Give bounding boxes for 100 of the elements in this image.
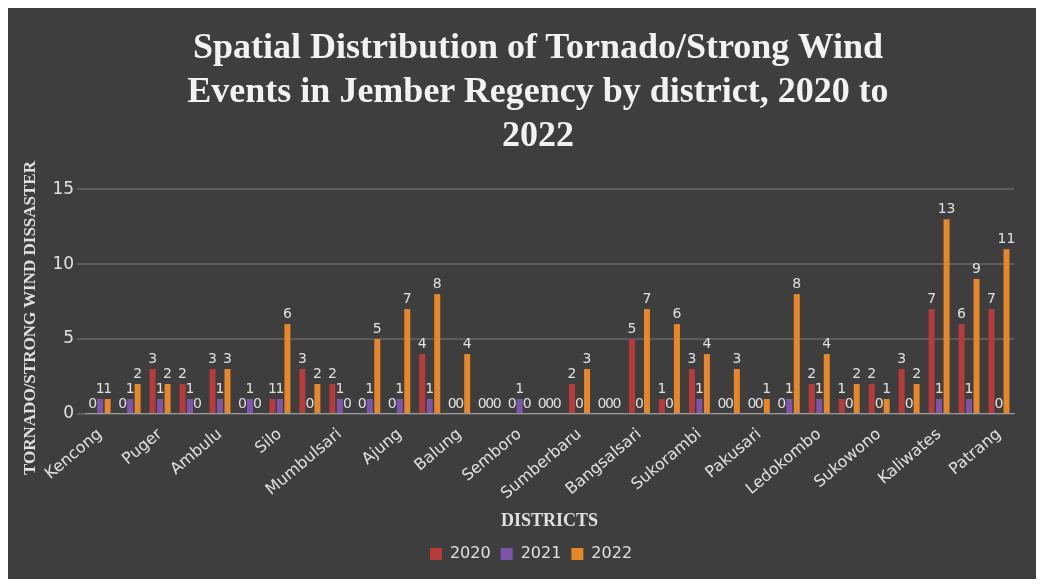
bar (673, 324, 680, 413)
bar (988, 309, 995, 413)
bar (658, 398, 665, 413)
bar (793, 294, 800, 413)
data-label: 1 (275, 379, 285, 396)
bar (179, 384, 186, 413)
data-label: 0 (522, 394, 532, 411)
data-label: 0 (387, 394, 397, 411)
data-label: 0 (994, 394, 1004, 411)
bar (187, 398, 194, 413)
bar (336, 398, 343, 413)
data-label: 1 (515, 379, 525, 396)
data-label: 0 (537, 394, 547, 411)
bar (127, 398, 134, 413)
data-label: 1 (837, 379, 847, 396)
data-label: 0 (717, 394, 727, 411)
bar (314, 384, 321, 413)
bar (164, 384, 171, 413)
data-label: 8 (432, 274, 442, 291)
data-label: 4 (462, 334, 472, 351)
data-label: 2 (327, 364, 337, 381)
data-label: 1 (245, 379, 255, 396)
data-label: 0 (747, 394, 757, 411)
bar (284, 324, 291, 413)
data-label: 1 (155, 379, 165, 396)
data-label: 2 (567, 364, 577, 381)
data-label: 1 (125, 379, 135, 396)
data-label: 2 (133, 364, 143, 381)
bar (958, 324, 965, 413)
data-label: 0 (605, 394, 614, 411)
data-label: 0 (635, 394, 644, 411)
bar (838, 398, 845, 413)
data-label: 1 (657, 379, 667, 396)
data-label: 0 (477, 394, 487, 411)
data-label: 9 (972, 259, 982, 276)
data-label: 5 (372, 319, 382, 336)
bar (733, 369, 740, 413)
data-label: 6 (957, 304, 967, 321)
data-label: 4 (822, 334, 832, 351)
bar (688, 369, 695, 413)
data-label: 3 (897, 349, 907, 366)
data-label: 1 (395, 379, 405, 396)
data-label: 6 (672, 304, 682, 321)
bar (276, 398, 283, 413)
bar (816, 398, 823, 413)
bar (966, 398, 973, 413)
bar (853, 384, 860, 413)
bar (209, 369, 216, 413)
legend-label: 2021 (520, 543, 562, 563)
bar (913, 384, 920, 413)
data-label: 1 (365, 379, 375, 396)
data-label: 8 (792, 274, 802, 291)
data-label: 2 (807, 364, 817, 381)
bar (703, 354, 710, 413)
bar (973, 279, 980, 413)
y-axis-title: TORNADO/STRONG WIND DISSASTER (20, 161, 40, 475)
bar (157, 398, 164, 413)
data-label: 0 (612, 394, 622, 411)
data-label: 1 (335, 379, 345, 396)
legend-label: 2022 (591, 543, 633, 563)
data-label: 4 (417, 334, 427, 351)
bar (149, 369, 156, 413)
data-label: 0 (357, 394, 367, 411)
data-label: 4 (702, 334, 712, 351)
data-label: 0 (305, 394, 315, 411)
data-label: 0 (597, 394, 607, 411)
data-label: 1 (934, 379, 944, 396)
data-label: 1 (185, 379, 195, 396)
data-label: 2 (912, 364, 922, 381)
bar (104, 398, 111, 413)
bar (434, 294, 441, 413)
data-label: 0 (88, 394, 98, 411)
bar (299, 369, 306, 413)
data-label: 11 (997, 229, 1016, 246)
data-label: 0 (485, 394, 495, 411)
data-label: 3 (687, 349, 697, 366)
bar (396, 398, 403, 413)
data-label: 0 (545, 394, 555, 411)
bar (883, 398, 890, 413)
bar (868, 384, 875, 413)
data-label: 1 (964, 379, 974, 396)
bar (217, 398, 224, 413)
data-label: 0 (193, 394, 202, 411)
bar (584, 369, 591, 413)
data-label: 5 (627, 319, 637, 336)
y-tick-label: 15 (52, 177, 75, 198)
data-label: 1 (215, 379, 225, 396)
bar (329, 384, 336, 413)
data-label: 0 (552, 394, 562, 411)
bar (1003, 249, 1010, 413)
bar (928, 309, 935, 413)
y-tick-label: 5 (63, 327, 75, 348)
data-label: 7 (642, 289, 652, 306)
data-label: 0 (342, 394, 352, 411)
y-tick-label: 10 (52, 252, 75, 273)
bar (419, 354, 426, 413)
data-label: 1 (762, 379, 772, 396)
bar (643, 309, 650, 413)
data-label: 0 (238, 394, 247, 411)
data-label: 3 (223, 349, 232, 366)
